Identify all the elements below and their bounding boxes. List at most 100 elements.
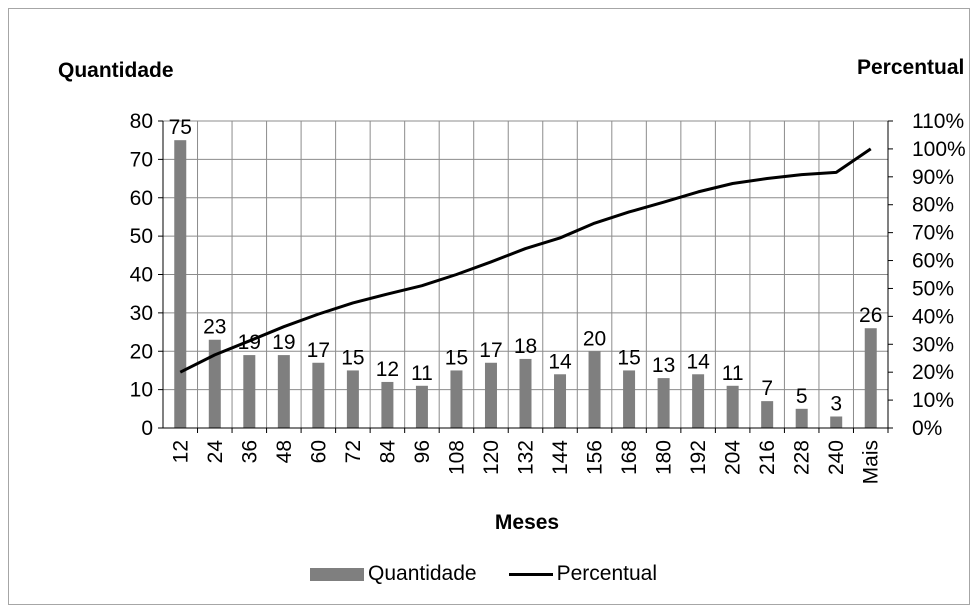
- bar: [795, 408, 808, 428]
- bar-data-label: 5: [796, 385, 808, 408]
- right-tick-label: 20%: [912, 361, 954, 384]
- bar: [208, 339, 221, 428]
- legend: Quantidade Percentual: [310, 562, 657, 586]
- left-tick-label: 70: [130, 148, 153, 171]
- bar-data-label: 3: [830, 392, 842, 415]
- x-tick-label: 108: [445, 440, 468, 475]
- x-tick-label: 144: [549, 440, 572, 475]
- bar: [450, 370, 463, 428]
- left-tick-label: 20: [130, 340, 153, 363]
- x-tick-label: 168: [618, 440, 641, 475]
- bar-data-label: 19: [238, 331, 261, 354]
- x-tick-label: 192: [687, 440, 710, 475]
- bar: [657, 378, 670, 428]
- left-tick-label: 50: [130, 225, 153, 248]
- left-tick-label: 30: [130, 302, 153, 325]
- left-tick-label: 0: [141, 417, 153, 440]
- bar: [623, 370, 636, 428]
- bar-data-label: 7: [761, 377, 773, 400]
- x-tick-label: 48: [273, 440, 296, 463]
- bar-data-label: 19: [272, 331, 295, 354]
- legend-label-percentual: Percentual: [556, 562, 657, 585]
- bar: [588, 351, 601, 428]
- bar: [519, 358, 532, 428]
- x-tick-label: 180: [653, 440, 676, 475]
- x-tick-label: 24: [204, 440, 227, 464]
- bar: [864, 328, 877, 428]
- x-tick-label: 204: [722, 440, 745, 475]
- bar-data-label: 11: [722, 362, 744, 385]
- x-tick-label: 72: [342, 440, 365, 463]
- x-tick-label: 60: [307, 440, 330, 463]
- right-tick-label: 80%: [912, 194, 954, 217]
- chart-frame: [8, 8, 970, 605]
- bar: [243, 355, 256, 428]
- bar-data-label: 15: [341, 346, 364, 369]
- bar: [381, 381, 394, 428]
- right-tick-label: 30%: [912, 333, 954, 356]
- bar: [484, 362, 497, 428]
- bar-data-label: 23: [203, 316, 226, 339]
- bar: [692, 374, 705, 428]
- right-tick-label: 100%: [912, 138, 966, 161]
- bar-data-label: 17: [479, 339, 502, 362]
- right-tick-label: 50%: [912, 277, 954, 300]
- x-tick-label: 228: [791, 440, 814, 475]
- axes: 0 10 20 30 40 50 60 70 80 0% 10% 20% 30% 40% 50% 60% 70%…: [130, 110, 966, 484]
- x-tick-label: 240: [825, 440, 848, 475]
- bar-data-label: 75: [169, 116, 192, 139]
- x-tick-label: 36: [238, 440, 261, 463]
- bar-data-label: 18: [514, 335, 537, 358]
- legend-swatch-bar: [310, 567, 364, 581]
- right-tick-label: 70%: [912, 222, 954, 245]
- x-tick-label: 132: [515, 440, 538, 475]
- bar-data-label: 14: [686, 350, 710, 373]
- x-tick-label: 156: [584, 440, 607, 475]
- line-series-percentual: [179, 147, 872, 374]
- legend-label-quantidade: Quantidade: [368, 562, 477, 585]
- x-tick-label: 216: [756, 440, 779, 475]
- bar-data-label: 20: [583, 327, 606, 350]
- bar-data-label: 15: [445, 346, 468, 369]
- bar: [830, 416, 843, 428]
- bar-data-label: 12: [376, 358, 399, 381]
- bar-data-label: 11: [411, 362, 433, 385]
- legend-swatch-line: [508, 572, 553, 576]
- bar-data-label: 26: [859, 304, 882, 327]
- bar: [312, 362, 325, 428]
- x-tick-label: 96: [411, 440, 434, 463]
- right-tick-label: 90%: [912, 166, 954, 189]
- bar-data-label: 14: [548, 350, 572, 373]
- x-tick-label: 120: [480, 440, 503, 475]
- bar-data-label: 15: [617, 346, 640, 369]
- bar-series-quantidade: [174, 140, 877, 428]
- bar: [174, 140, 187, 428]
- left-tick-label: 60: [130, 187, 153, 210]
- x-tick-label: 84: [376, 440, 399, 464]
- right-axis-title: Percentual: [857, 56, 964, 79]
- bar: [415, 385, 428, 428]
- percentual-line: [179, 147, 872, 374]
- bar: [761, 401, 774, 428]
- legend-item-quantidade: Quantidade: [310, 562, 477, 586]
- left-tick-label: 80: [130, 110, 153, 133]
- left-tick-label: 10: [130, 379, 153, 402]
- bar-data-label: 13: [652, 354, 675, 377]
- bar: [277, 355, 290, 428]
- right-tick-label: 40%: [912, 305, 954, 328]
- right-tick-label: 110%: [912, 110, 964, 133]
- bar: [726, 385, 739, 428]
- bar-data-label: 17: [307, 339, 330, 362]
- x-axis-title: Meses: [495, 511, 559, 534]
- x-tick-label: 12: [169, 440, 192, 463]
- right-tick-label: 60%: [912, 250, 954, 273]
- right-tick-label: 10%: [912, 389, 954, 412]
- bar: [346, 370, 359, 428]
- left-tick-label: 40: [130, 264, 153, 287]
- x-tick-label: Mais: [860, 440, 883, 484]
- left-axis-title: Quantidade: [58, 59, 174, 82]
- bar: [554, 374, 567, 428]
- right-tick-label: 0%: [912, 417, 942, 440]
